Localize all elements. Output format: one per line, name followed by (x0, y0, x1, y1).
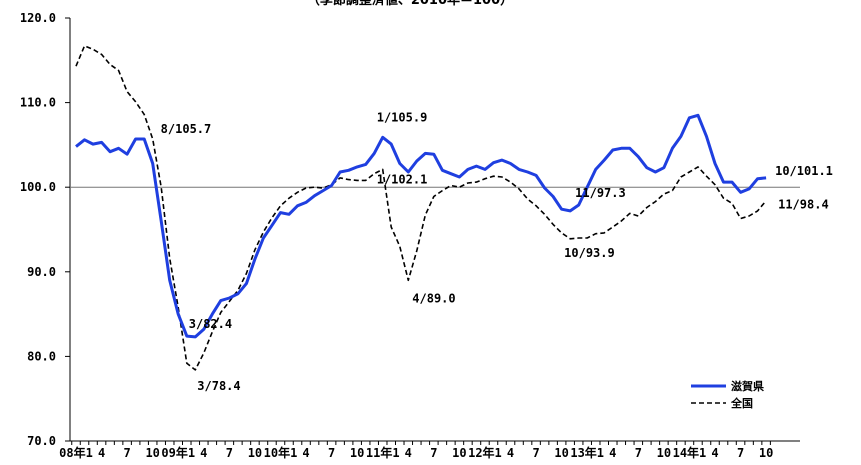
x-tick-label: 7 (532, 446, 539, 460)
data-label: 8/105.7 (161, 122, 212, 136)
x-tick-label: 4 (711, 446, 718, 460)
x-tick-label: 11年1 (366, 445, 400, 460)
series-line (75, 45, 767, 371)
x-tick-label: 12年1 (468, 445, 502, 460)
x-tick-label: 7 (124, 446, 131, 460)
y-tick-label: 100.0 (20, 180, 56, 194)
x-tick-label: 10年1 (264, 445, 298, 460)
x-tick-label: 4 (405, 446, 412, 460)
x-tick-label: 09年1 (161, 445, 195, 460)
y-tick-label: 120.0 (20, 11, 56, 25)
x-tick-label: 08年1 (59, 445, 93, 460)
x-tick-label: 10 (657, 446, 671, 460)
series-group (75, 45, 767, 371)
x-tick-label: 13年1 (570, 445, 604, 460)
x-tick-label: 10 (759, 446, 773, 460)
x-tick-label: 7 (226, 446, 233, 460)
legend-label: 全国 (730, 396, 753, 410)
data-label: 4/89.0 (412, 291, 455, 305)
x-tick-label: 4 (507, 446, 514, 460)
x-tick-label: 10 (350, 446, 364, 460)
data-label: 10/93.9 (564, 246, 615, 260)
x-tick-label: 7 (430, 446, 437, 460)
data-label: 10/101.1 (775, 164, 833, 178)
data-label: 3/78.4 (197, 379, 240, 393)
chart-title: （季節調整済値、2010年＝100） (307, 0, 513, 8)
annotations-group: 8/105.7 3/82.4 3/78.4 1/105.9 1/102.1 4/89.0 1… (161, 110, 833, 393)
x-tick-label: 4 (609, 446, 616, 460)
data-label: 1/102.1 (377, 172, 428, 186)
x-tick-label: 4 (98, 446, 105, 460)
y-tick-label: 110.0 (20, 96, 56, 110)
y-tick-label: 80.0 (27, 349, 56, 363)
y-tick-label: 90.0 (27, 265, 56, 279)
legend-label: 滋賀県 (731, 379, 764, 393)
data-label: 1/105.9 (377, 110, 428, 124)
data-label: 11/97.3 (575, 186, 626, 200)
x-tick-label: 10 (248, 446, 262, 460)
x-tick-label: 7 (635, 446, 642, 460)
series-line (75, 113, 767, 339)
y-tick-label: 70.0 (27, 434, 56, 448)
x-tick-label: 7 (737, 446, 744, 460)
data-label: 11/98.4 (778, 198, 829, 212)
data-label: 3/82.4 (189, 317, 232, 331)
x-tick-label: 14年1 (673, 445, 707, 460)
x-tick-label: 4 (200, 446, 207, 460)
x-tick-label: 10 (452, 446, 466, 460)
x-tick-label: 4 (302, 446, 309, 460)
x-tick-label: 7 (328, 446, 335, 460)
x-tick-label: 10 (145, 446, 159, 460)
x-tick-label: 10 (554, 446, 568, 460)
